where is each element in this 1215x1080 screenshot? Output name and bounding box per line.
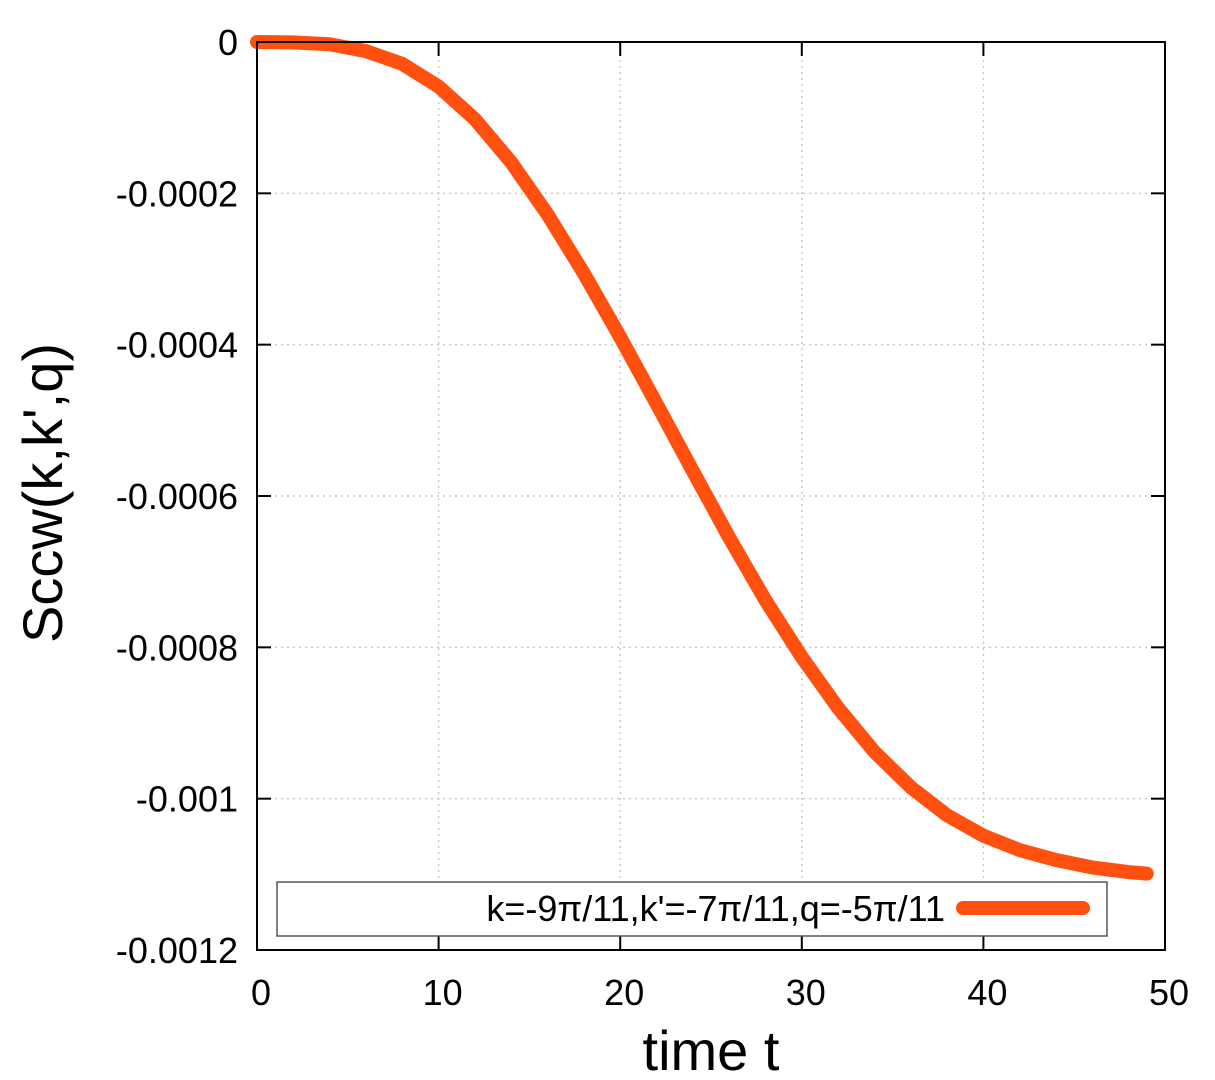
plot-frame xyxy=(256,41,1166,951)
legend-label: k=-9π/11,k'=-7π/11,q=-5π/11 xyxy=(486,888,945,929)
series xyxy=(250,35,1154,881)
y-tick-label: -0.0004 xyxy=(116,325,238,366)
y-tick-label: -0.0002 xyxy=(116,173,238,214)
x-tick-label: 10 xyxy=(423,972,463,1013)
grid xyxy=(257,42,1165,950)
y-tick-label: 0 xyxy=(218,22,238,63)
x-axis-title: time t xyxy=(643,1019,780,1080)
x-tick-label: 20 xyxy=(604,972,644,1013)
y-axis-title: Sccw(k,k',q) xyxy=(11,343,74,643)
x-tick-label: 40 xyxy=(967,972,1007,1013)
series-line xyxy=(250,35,1154,881)
y-tick-label: -0.001 xyxy=(136,779,238,820)
y-tick-labels: 0 -0.0002 -0.0004 -0.0006 -0.0008 -0.001 -0.00… xyxy=(116,22,238,971)
x-tick-label: 50 xyxy=(1149,972,1189,1013)
y-tick-label: -0.0006 xyxy=(116,476,238,517)
legend: k=-9π/11,k'=-7π/11,q=-5π/11 xyxy=(276,881,1108,937)
x-tick-labels: 0 10 20 30 40 50 xyxy=(251,972,1189,1013)
x-tick-label: 0 xyxy=(251,972,271,1013)
y-tick-label: -0.0008 xyxy=(116,627,238,668)
y-tick-label: -0.0012 xyxy=(116,930,238,971)
x-tick-label: 30 xyxy=(786,972,826,1013)
